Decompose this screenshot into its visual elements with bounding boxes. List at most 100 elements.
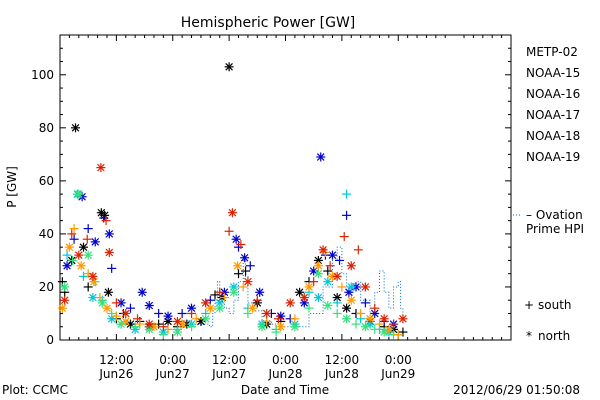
data-point (332, 308, 342, 318)
data-point (83, 269, 93, 279)
data-point (245, 261, 255, 271)
data-point (107, 308, 117, 318)
data-point (111, 311, 121, 321)
data-point (201, 298, 211, 308)
data-point (102, 303, 112, 313)
data-point (370, 308, 380, 318)
data-point (205, 295, 215, 305)
data-point (257, 322, 267, 332)
data-point (74, 250, 84, 260)
data-point (205, 303, 215, 313)
data-point (177, 308, 187, 318)
x-tick-time: 0:00 (159, 353, 186, 367)
data-point (379, 314, 389, 324)
legend-item: NOAA-17 (526, 108, 580, 122)
chart-title: Hemispheric Power [GW] (181, 15, 356, 31)
data-point (313, 261, 323, 271)
data-point (304, 303, 314, 313)
data-point (316, 152, 326, 162)
data-point (60, 282, 70, 292)
data-point (163, 324, 173, 334)
data-point (370, 303, 380, 313)
data-point (83, 282, 93, 292)
legend-item: NOAA-19 (526, 150, 580, 164)
data-point (57, 303, 67, 313)
data-point (154, 319, 164, 329)
data-point (68, 255, 78, 265)
data-point (243, 277, 253, 287)
plot-frame (59, 34, 512, 341)
data-point (125, 303, 135, 313)
data-point (346, 295, 356, 305)
data-point (88, 271, 98, 281)
data-point (360, 322, 370, 332)
data-point (201, 314, 211, 324)
data-point (172, 316, 182, 326)
data-point (78, 271, 88, 281)
data-point (149, 322, 159, 332)
legend-item: NOAA-16 (526, 87, 580, 101)
marker-legend-label: south (538, 298, 572, 312)
data-point (379, 327, 389, 337)
ovation-legend-line2: Prime HPI (526, 222, 584, 236)
y-axis-label: P [GW] (5, 166, 19, 208)
data-point (318, 245, 328, 255)
data-point (74, 189, 84, 199)
data-point (351, 319, 361, 329)
data-point (224, 62, 234, 72)
data-point (69, 224, 79, 234)
data-point (111, 298, 121, 308)
data-point (356, 308, 366, 318)
data-point (285, 298, 295, 308)
data-point (346, 261, 356, 271)
x-tick-time: 12:00 (325, 353, 360, 367)
data-point (215, 303, 225, 313)
data-point (236, 240, 246, 250)
data-point (398, 314, 408, 324)
data-point (121, 316, 131, 326)
data-point (130, 322, 140, 332)
data-point (323, 266, 333, 276)
x-tick-date: Jun27 (155, 367, 190, 381)
x-tick-time: 0:00 (385, 353, 412, 367)
data-point (342, 314, 352, 324)
data-point (215, 287, 225, 297)
data-point (384, 324, 394, 334)
data-point (135, 319, 145, 329)
data-point (83, 250, 93, 260)
data-point (365, 314, 375, 324)
data-point (332, 298, 342, 308)
x-tick-date: Jun28 (267, 367, 302, 381)
marker-legend-symbol: + (524, 298, 534, 312)
data-point (273, 314, 283, 324)
data-point (64, 242, 74, 252)
data-point (276, 311, 286, 321)
data-point (62, 261, 72, 271)
y-tick-label: 0 (46, 333, 54, 347)
data-point (227, 208, 237, 218)
data-point (191, 314, 201, 324)
data-point (154, 308, 164, 318)
data-point (360, 282, 370, 292)
y-tick-label: 40 (39, 227, 54, 241)
x-tick-date: Jun29 (380, 367, 415, 381)
data-point (389, 319, 399, 329)
data-point (238, 282, 248, 292)
data-point (248, 303, 258, 313)
data-point (252, 295, 262, 305)
legend-item: NOAA-18 (526, 129, 580, 143)
data-point (342, 303, 352, 313)
y-tick-label: 60 (39, 174, 54, 188)
data-point (104, 229, 114, 239)
ovation-line (195, 246, 404, 328)
data-point (262, 308, 272, 318)
x-tick-time: 12:00 (212, 353, 247, 367)
data-point (187, 308, 197, 318)
data-point (158, 322, 168, 332)
data-point (323, 301, 333, 311)
data-point (144, 319, 154, 329)
data-point (133, 314, 143, 324)
marker-legend-symbol: * (526, 329, 532, 343)
data-point (67, 229, 77, 239)
